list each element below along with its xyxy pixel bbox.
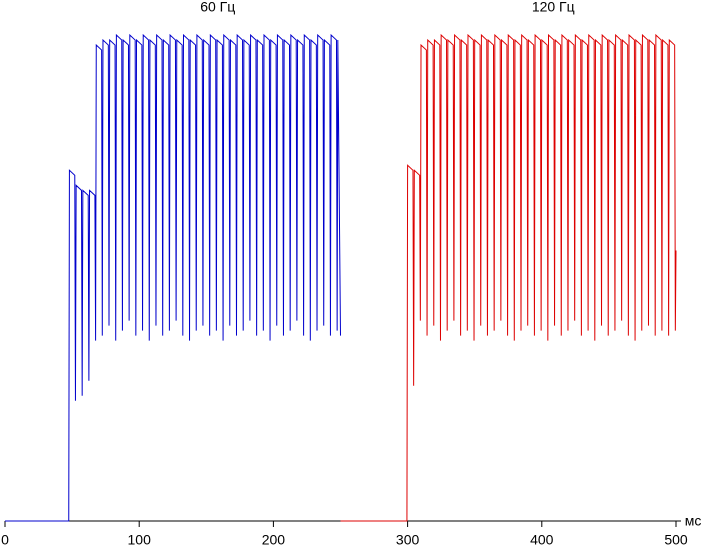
series-label: 120 Гц bbox=[532, 0, 575, 15]
series-line bbox=[340, 33, 677, 522]
x-tick-label: 200 bbox=[262, 532, 286, 548]
x-axis-label: мс bbox=[685, 513, 702, 529]
series-label: 60 Гц bbox=[200, 0, 235, 15]
series-line bbox=[5, 33, 341, 522]
x-tick-label: 400 bbox=[530, 532, 554, 548]
x-tick-label: 100 bbox=[128, 532, 152, 548]
x-tick-label: 300 bbox=[396, 532, 420, 548]
x-tick-label: 0 bbox=[1, 532, 9, 548]
x-tick-label: 500 bbox=[664, 532, 688, 548]
